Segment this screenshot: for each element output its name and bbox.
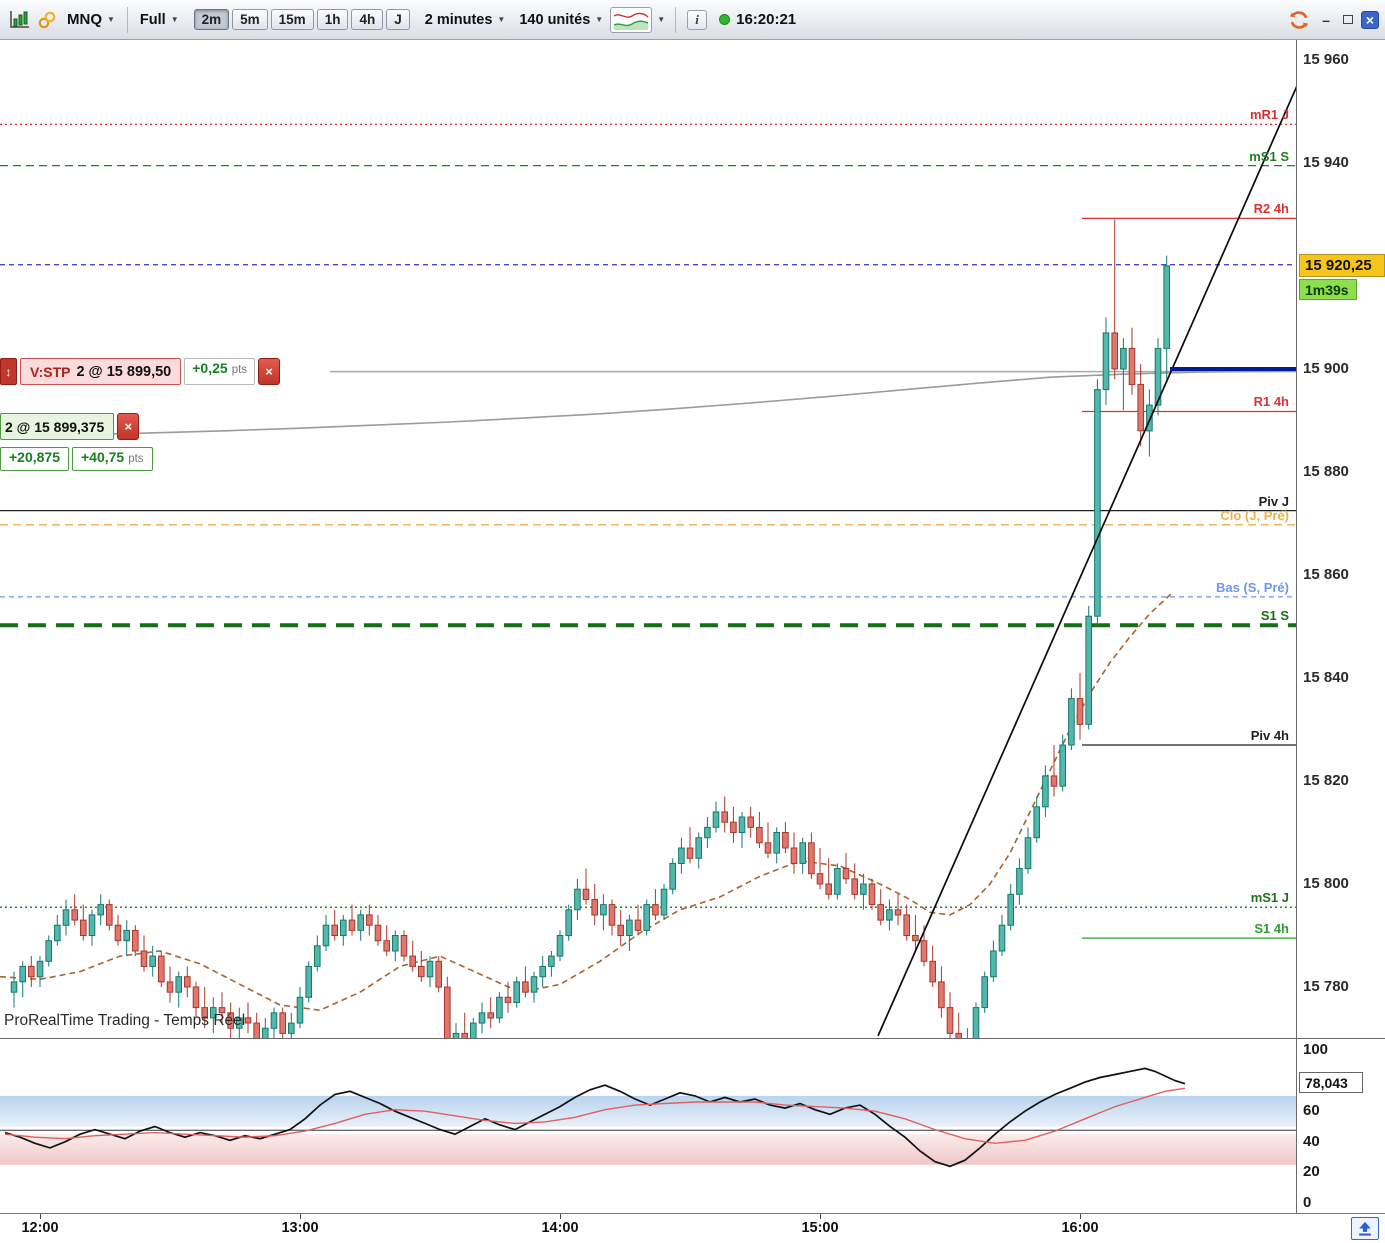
chevron-down-icon: ▼ [170, 14, 179, 24]
watermark: ProRealTime Trading - Temps Réel [4, 1012, 246, 1029]
stop-pnl-value: +0,25 [192, 360, 228, 376]
symbol-label: MNQ [67, 11, 102, 28]
time-axis-label: 16:00 [1061, 1220, 1099, 1236]
indicator-line-rsi [4, 1067, 1186, 1168]
stop-order-value: 2 @ 15 899,50 [76, 363, 172, 380]
scroll-corner-button[interactable] [1351, 1217, 1379, 1240]
stop-order-prefix: V:STP [30, 363, 71, 380]
refresh-icon[interactable] [1288, 9, 1310, 31]
pnl-total-unit: pts [128, 453, 144, 465]
price-chart-pane[interactable] [0, 40, 1385, 1038]
stop-order-pnl: +0,25 pts [184, 358, 256, 385]
pnl-total-value: +40,75 [81, 449, 125, 465]
moving-average-short [0, 592, 1173, 1012]
time-axis-tick [1080, 1214, 1081, 1219]
chart-style-caret[interactable]: ▼ [657, 14, 666, 24]
indicator-plot [0, 1067, 1297, 1168]
chart-style-preview-icon [613, 12, 649, 30]
period-dropdown[interactable]: 2 minutes ▼ [418, 10, 513, 30]
time-axis-tick [560, 1214, 561, 1219]
time-axis-label: 13:00 [281, 1220, 319, 1236]
chart-style-button[interactable] [610, 6, 653, 33]
candle-countdown-badge: 1m39s [1299, 279, 1357, 300]
position-pnl-row: +20,875 +40,75 pts [0, 447, 153, 471]
position-pnl-points: +20,875 [0, 447, 69, 471]
time-axis-label: 15:00 [801, 1220, 839, 1236]
close-position-button[interactable]: × [117, 413, 140, 440]
clock: 16:20:21 [736, 11, 797, 28]
chevron-down-icon: ▼ [107, 14, 115, 24]
indicator-band-oversold [0, 1134, 1297, 1165]
maximize-icon [1343, 15, 1353, 24]
indicator-value-badge: 78,043 [1299, 1072, 1363, 1093]
time-axis-label: 14:00 [541, 1220, 579, 1236]
period-label: 2 minutes [424, 11, 493, 28]
pnl-points-value: +20,875 [9, 449, 60, 465]
chevron-down-icon: ▼ [595, 14, 604, 24]
timeframe-button-5m[interactable]: 5m [232, 9, 268, 30]
units-label: 140 unités [519, 11, 591, 28]
time-axis-tick [40, 1214, 41, 1219]
timeframe-buttons: 2m 5m 15m 1h 4h J [193, 9, 410, 30]
stop-order-label[interactable]: V:STP 2 @ 15 899,50 [20, 358, 182, 385]
moving-average-long [0, 370, 1297, 438]
time-axis-tick [820, 1214, 821, 1219]
timeframe-button-15m[interactable]: 15m [270, 9, 314, 30]
time-axis[interactable]: 12:00 13:00 14:00 15:00 16:00 [0, 1213, 1385, 1243]
position-label[interactable]: 2 @ 15 899,375 [0, 413, 115, 440]
last-price-badge: 15 920,25 [1299, 254, 1385, 277]
timeframe-button-1h[interactable]: 1h [316, 9, 349, 30]
timeframe-button-2m[interactable]: 2m [193, 9, 230, 30]
price-plot [0, 85, 1297, 1038]
position-pnl-total: +40,75 pts [72, 447, 153, 471]
toolbar-separator [675, 6, 677, 33]
indicator-pane[interactable] [0, 1038, 1385, 1213]
range-dropdown[interactable]: Full ▼ [133, 10, 186, 30]
time-axis-tick [300, 1214, 301, 1219]
position-row: 2 @ 15 899,375 × [0, 413, 140, 440]
toolbar-separator [126, 6, 128, 33]
trendline[interactable] [877, 85, 1297, 1037]
candlestick-chart-icon[interactable] [9, 10, 31, 30]
indicator-line-signal [4, 1087, 1186, 1145]
timeframe-button-4h[interactable]: 4h [351, 9, 384, 30]
maximize-button[interactable] [1339, 11, 1357, 29]
symbol-dropdown[interactable]: MNQ ▼ [60, 9, 122, 30]
connection-status-dot [719, 14, 731, 25]
timeframe-button-j[interactable]: J [386, 9, 410, 30]
indicator-band-overbought [0, 1095, 1297, 1127]
candlestick-series [10, 219, 1171, 1038]
units-dropdown[interactable]: 140 unités ▼ [512, 10, 610, 30]
arrow-up-icon [1359, 1221, 1371, 1236]
stop-order-row: ↕ V:STP 2 @ 15 899,50 +0,25 pts × [0, 358, 281, 385]
close-button[interactable]: × [1361, 10, 1379, 29]
minimize-button[interactable]: – [1322, 11, 1330, 28]
link-icon[interactable] [37, 10, 57, 30]
info-button[interactable]: i [687, 9, 708, 30]
stop-pnl-unit: pts [231, 364, 248, 376]
time-axis-label: 12:00 [21, 1220, 59, 1236]
order-move-icon[interactable]: ↕ [0, 358, 17, 385]
chevron-down-icon: ▼ [497, 14, 506, 24]
price-axis-border [1296, 40, 1297, 1213]
cancel-stop-button[interactable]: × [258, 358, 281, 385]
toolbar: MNQ ▼ Full ▼ 2m 5m 15m 1h 4h J 2 minutes ▼ 14… [0, 0, 1385, 40]
range-label: Full [139, 11, 166, 28]
